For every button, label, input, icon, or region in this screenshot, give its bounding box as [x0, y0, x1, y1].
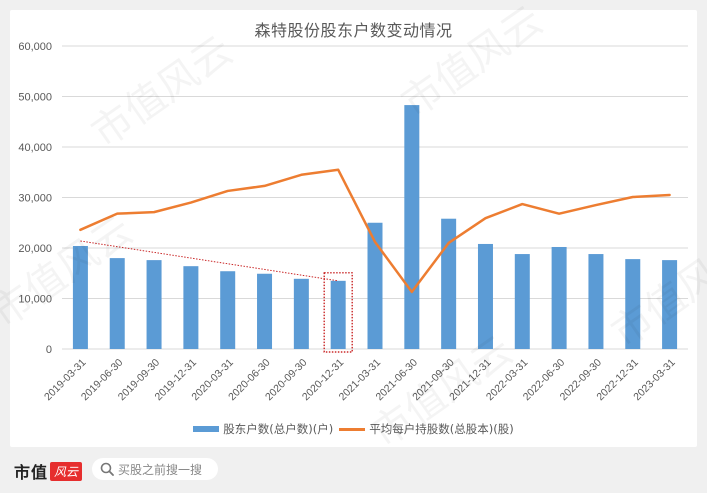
y-tick-label: 40,000	[18, 142, 52, 154]
y-tick-label: 50,000	[18, 92, 52, 104]
bar	[146, 260, 162, 349]
legend-line-label: 平均每户持股数(总股本)(股)	[369, 422, 514, 436]
y-tick-label: 0	[46, 344, 52, 356]
y-tick-label: 20,000	[18, 243, 52, 255]
bar	[330, 280, 346, 349]
brand-badge: 风云	[50, 461, 83, 481]
bar	[257, 273, 273, 349]
bar	[367, 222, 383, 349]
bar	[477, 243, 493, 349]
brand-logo[interactable]: 市值 风云	[14, 459, 83, 483]
legend-item-bar: 股东户数(总户数)(户)	[193, 421, 333, 437]
chart-title: 森特股份股东户数变动情况	[254, 21, 453, 40]
bar	[220, 271, 236, 349]
y-tick-label: 30,000	[18, 193, 52, 205]
brand-text: 市值	[14, 463, 49, 482]
bar	[404, 105, 420, 350]
bar	[72, 245, 88, 349]
bar	[588, 254, 604, 349]
bar	[183, 266, 199, 349]
bar-swatch-icon	[193, 426, 220, 432]
line-series	[79, 168, 671, 294]
trend-line	[80, 240, 339, 282]
bar	[109, 258, 125, 349]
bar	[293, 278, 309, 349]
search-icon	[100, 462, 114, 476]
legend-item-line: 平均每户持股数(总股本)(股)	[339, 421, 514, 437]
bar	[625, 259, 641, 349]
bar	[441, 218, 457, 349]
footer: 市值 风云 买股之前搜一搜	[0, 447, 707, 493]
line-swatch-icon	[339, 427, 366, 431]
highlight-box	[323, 272, 353, 353]
search-placeholder: 买股之前搜一搜	[118, 462, 203, 477]
chart-panel	[10, 10, 697, 447]
bar	[662, 260, 678, 349]
legend-bar-label: 股东户数(总户数)(户)	[223, 422, 334, 436]
y-tick-label: 60,000	[18, 41, 52, 53]
legend: 股东户数(总户数)(户) 平均每户持股数(总股本)(股)	[0, 421, 707, 437]
search-box[interactable]: 买股之前搜一搜	[92, 458, 218, 480]
bar	[514, 254, 530, 349]
combo-chart: 010,00020,00030,00040,00050,00060,000201…	[18, 41, 688, 403]
y-tick-label: 10,000	[18, 294, 52, 306]
bar	[551, 246, 567, 349]
